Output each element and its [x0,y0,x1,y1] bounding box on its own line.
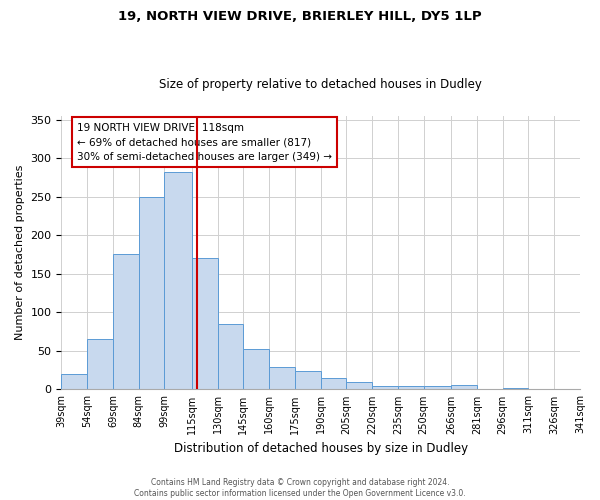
Bar [503,388,529,390]
Bar [346,382,372,390]
Bar [61,374,87,390]
Text: Contains HM Land Registry data © Crown copyright and database right 2024.
Contai: Contains HM Land Registry data © Crown c… [134,478,466,498]
Bar [113,254,139,390]
Text: 19 NORTH VIEW DRIVE: 118sqm
← 69% of detached houses are smaller (817)
30% of se: 19 NORTH VIEW DRIVE: 118sqm ← 69% of det… [77,122,332,162]
X-axis label: Distribution of detached houses by size in Dudley: Distribution of detached houses by size … [173,442,468,455]
Bar [477,388,503,390]
Bar [451,385,477,390]
Bar [529,388,554,390]
Y-axis label: Number of detached properties: Number of detached properties [15,165,25,340]
Bar [372,386,398,390]
Title: Size of property relative to detached houses in Dudley: Size of property relative to detached ho… [159,78,482,91]
Bar [424,386,451,390]
Bar [295,371,321,390]
Bar [192,258,218,390]
Bar [87,338,113,390]
Bar [218,324,244,390]
Text: 19, NORTH VIEW DRIVE, BRIERLEY HILL, DY5 1LP: 19, NORTH VIEW DRIVE, BRIERLEY HILL, DY5… [118,10,482,23]
Bar [244,350,269,390]
Bar [164,172,192,390]
Bar [398,386,424,390]
Bar [321,378,346,390]
Bar [269,367,295,390]
Bar [139,196,164,390]
